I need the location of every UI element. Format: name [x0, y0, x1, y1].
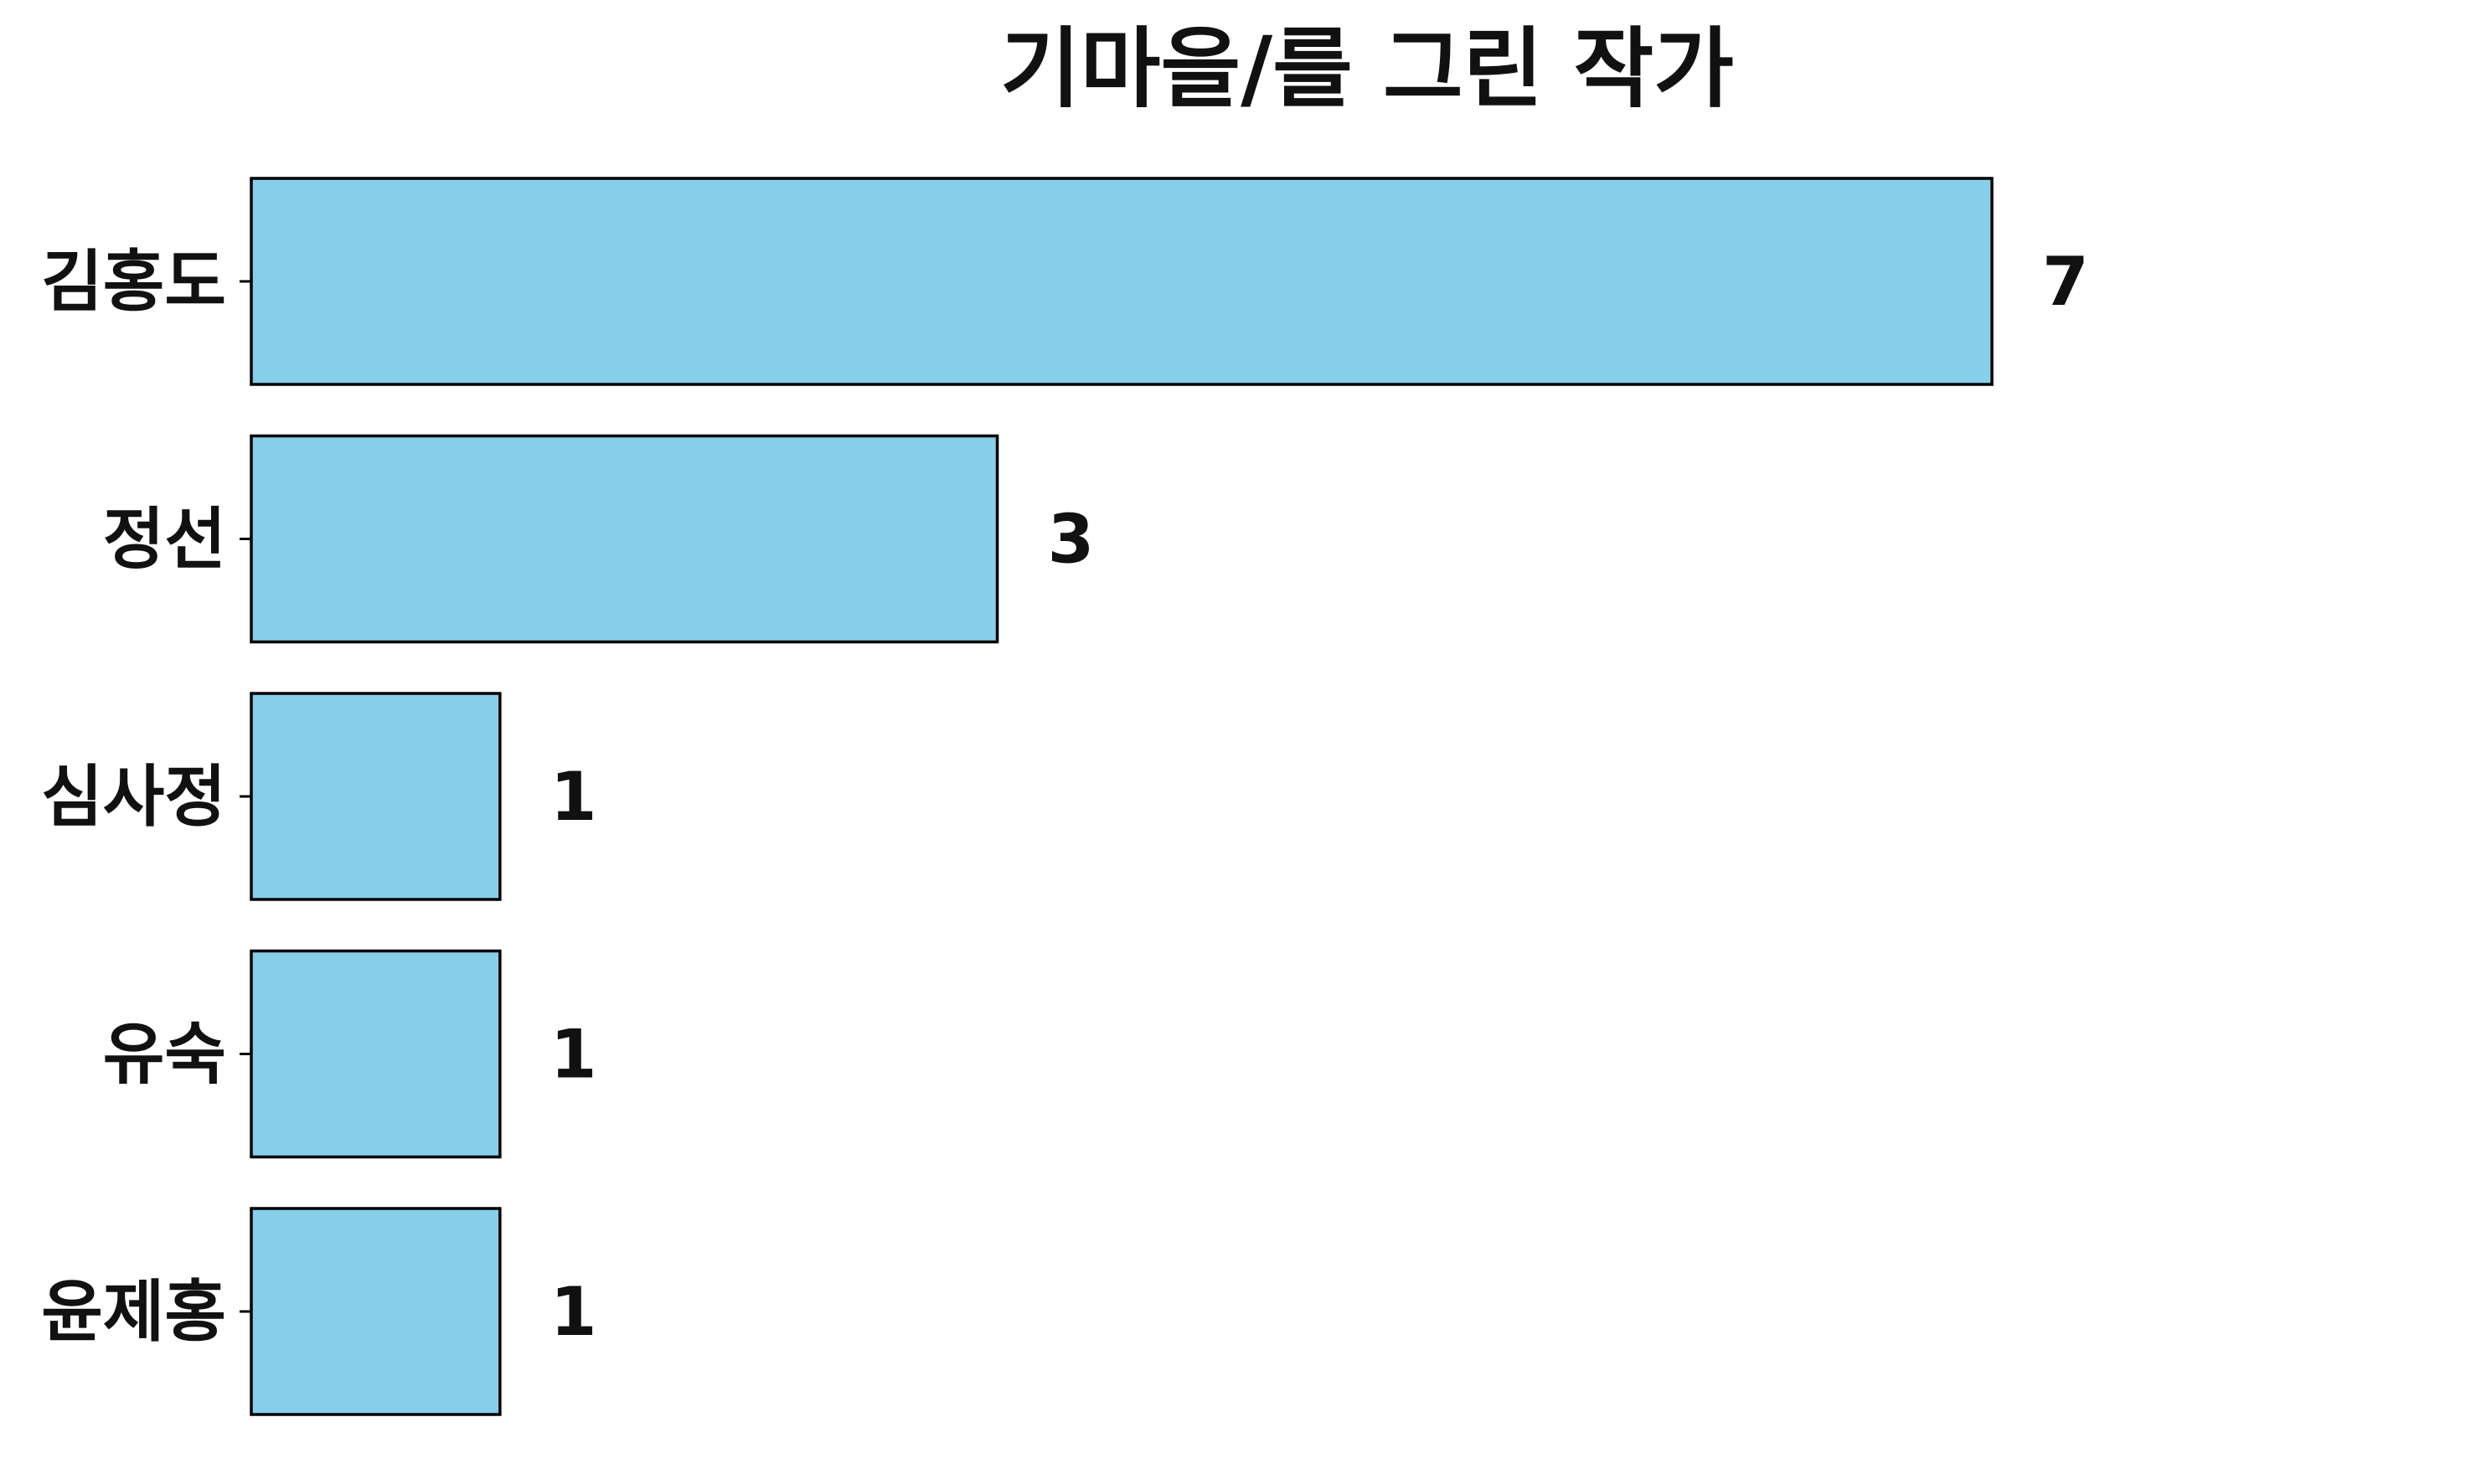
y-tick-label: 심사정: [41, 758, 226, 836]
data-label: 3: [1048, 501, 1095, 579]
bar: [250, 949, 502, 1159]
y-tick-label: 김홍도: [41, 243, 226, 321]
bar: [250, 434, 999, 644]
chart-title: 기마을/를 그린 작가: [1000, 18, 1734, 120]
data-label: 1: [550, 1016, 597, 1094]
bar: [250, 692, 502, 901]
plot-area: 김홍도 7 정선 3 심사정 1 유숙 1 윤제홍 1: [41, 177, 2089, 1416]
y-tick-label: 윤제홍: [41, 1273, 226, 1351]
y-tick-label: 정선: [103, 501, 226, 579]
data-label: 7: [2042, 243, 2089, 321]
y-tick-label: 유숙: [103, 1016, 226, 1094]
bar: [250, 177, 1994, 386]
data-label: 1: [550, 758, 597, 836]
data-label: 1: [550, 1273, 597, 1351]
bar: [250, 1207, 502, 1416]
